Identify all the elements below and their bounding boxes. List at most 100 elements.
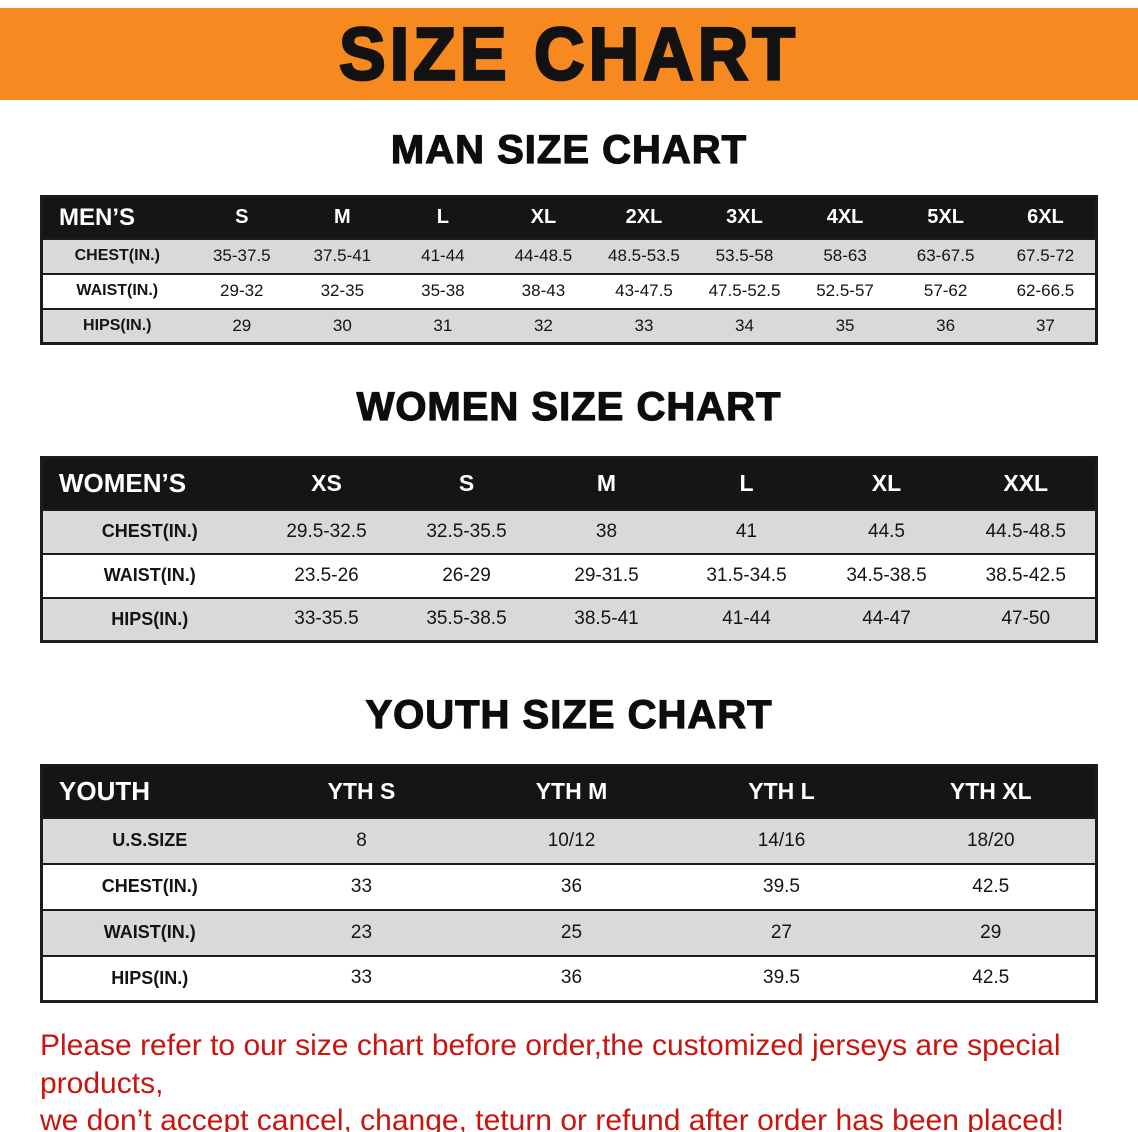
table-row: CHEST(IN.) 29.5-32.5 32.5-35.5 38 41 44.5 44.5… [41,509,1097,554]
value-cell: 35-38 [421,281,465,300]
value-cell: 52.5-57 [816,281,874,300]
table-row: HIPS(IN.) 29 30 31 32 33 34 35 36 37 [41,308,1097,344]
women-size-table: WOMEN’S XS S M L XL XXL CHEST(IN.) 29.5-32.5 32.5… [40,456,1098,643]
value-cell: 18/20 [966,829,1015,851]
value-cell: 42.5 [972,967,1010,989]
value-cell: 63-67.5 [916,246,975,265]
value-cell: 41-44 [421,246,465,265]
value-cell: 29.5-32.5 [286,520,367,542]
size-header-cell: YTH L [676,765,887,818]
value-cell: 36 [560,967,583,989]
disclaimer-line-1: Please refer to our size chart before or… [40,1029,1061,1100]
value-cell: 29-32 [220,281,264,300]
value-cell: 44.5 [868,520,905,542]
size-header-cell: YTH S [256,765,467,818]
size-header-cell: 3XL [694,196,795,239]
value-cell: 58-63 [823,246,867,265]
disclaimer: Please refer to our size chart before or… [40,1027,1100,1132]
row-label-cell: WAIST(IN.) [103,565,196,585]
size-header-cell: M [536,457,677,510]
banner-title: SIZE CHART [338,11,799,96]
size-header-cell: L [676,457,817,510]
value-cell: 29 [232,315,252,335]
size-header-cell: XS [256,457,397,510]
value-cell: 38 [595,520,618,542]
men-section: MAN SIZE CHART MEN’S S M L XL 2XL 3XL 4XL 5XL 6XL… [0,127,1138,345]
value-cell: 10/12 [547,829,596,851]
youth-section: YOUTH SIZE CHART YOUTH YTH S YTH M YTH L YTH… [0,692,1138,1003]
men-size-table: MEN’S S M L XL 2XL 3XL 4XL 5XL 6XL CHEST(IN.) 35-37… [40,195,1098,345]
value-cell: 23.5-26 [294,564,359,586]
value-cell: 29 [980,921,1002,943]
value-cell: 41 [735,520,758,542]
value-cell: 33 [350,875,373,897]
value-cell: 33 [350,967,373,989]
table-row: U.S.SIZE 8 10/12 14/16 18/20 [41,817,1097,864]
youth-size-table: YOUTH YTH S YTH M YTH L YTH XL U.S.SIZE 8 10/12… [40,764,1098,1003]
value-cell: 47-50 [1001,608,1051,630]
table-row: HIPS(IN.) 33 36 39.5 42.5 [41,955,1097,1002]
table-row: WAIST(IN.) 23 25 27 29 [41,909,1097,956]
row-label-cell: HIPS(IN.) [111,608,189,629]
value-cell: 31.5-34.5 [706,564,787,586]
value-cell: 44-47 [862,608,911,630]
value-cell: 34 [735,315,754,335]
value-cell: 32-35 [320,281,365,300]
value-cell: 14/16 [757,829,806,851]
value-cell: 39.5 [763,967,800,989]
value-cell: 53.5-58 [715,246,774,265]
size-header-cell: 2XL [593,196,695,239]
row-label-cell: CHEST(IN.) [101,876,198,896]
value-cell: 44-48.5 [514,246,573,265]
value-cell: 33 [634,315,654,335]
size-header-cell: YTH XL [886,765,1097,818]
value-cell: 38.5-42.5 [985,564,1066,586]
banner: SIZE CHART [0,8,1138,100]
size-header-cell: M [292,196,393,239]
table-row: CHEST(IN.) 33 36 39.5 42.5 [41,863,1097,910]
value-cell: 32 [533,315,553,335]
youth-section-heading: YOUTH SIZE CHART [365,692,773,737]
row-label-cell: U.S.SIZE [112,830,188,850]
value-cell: 43-47.5 [615,281,673,300]
value-cell: 47.5-52.5 [708,281,781,300]
value-cell: 36 [936,315,956,335]
value-cell: 36 [560,875,583,897]
size-header-cell: L [392,196,494,239]
value-cell: 44.5-48.5 [985,520,1066,542]
row-label-cell: WAIST(IN.) [76,282,159,299]
table-title-cell: YOUTH [41,765,257,818]
value-cell: 30 [332,315,352,335]
value-cell: 42.5 [972,875,1010,897]
table-header-row: MEN’S S M L XL 2XL 3XL 4XL 5XL 6XL [41,196,1097,239]
value-cell: 27 [770,921,793,943]
value-cell: 62-66.5 [1016,281,1075,300]
women-section-heading: WOMEN SIZE CHART [356,384,782,429]
value-cell: 29-31.5 [574,564,639,586]
table-row: WAIST(IN.) 23.5-26 26-29 29-31.5 31.5-34.5 34… [41,553,1097,598]
value-cell: 38.5-41 [574,608,639,630]
value-cell: 38-43 [521,281,566,300]
men-section-heading: MAN SIZE CHART [390,127,748,172]
size-header-cell: S [396,457,537,510]
value-cell: 37 [1035,315,1055,335]
value-cell: 41-44 [722,608,771,630]
size-header-cell: S [191,196,293,239]
value-cell: 35.5-38.5 [426,608,507,630]
size-chart-page: SIZE CHART MAN SIZE CHART MEN’S S M L XL 2XL 3… [0,8,1138,1132]
table-row: WAIST(IN.) 29-32 32-35 35-38 38-43 43-47.5 47.… [41,273,1097,309]
value-cell: 25 [560,921,583,943]
value-cell: 67.5-72 [1016,246,1075,265]
value-cell: 26-29 [442,564,491,586]
table-header-row: WOMEN’S XS S M L XL XXL [41,457,1097,510]
size-header-cell: 6XL [995,196,1097,239]
disclaimer-line-2: we don’t accept cancel, change, teturn o… [40,1104,1064,1132]
value-cell: 33-35.5 [294,608,359,630]
size-header-cell: YTH M [466,765,677,818]
value-cell: 32.5-35.5 [426,520,507,542]
value-cell: 39.5 [763,875,800,897]
size-header-cell: 4XL [794,196,896,239]
value-cell: 35 [835,315,855,335]
value-cell: 34.5-38.5 [846,564,927,586]
table-title-cell: WOMEN’S [41,457,257,510]
